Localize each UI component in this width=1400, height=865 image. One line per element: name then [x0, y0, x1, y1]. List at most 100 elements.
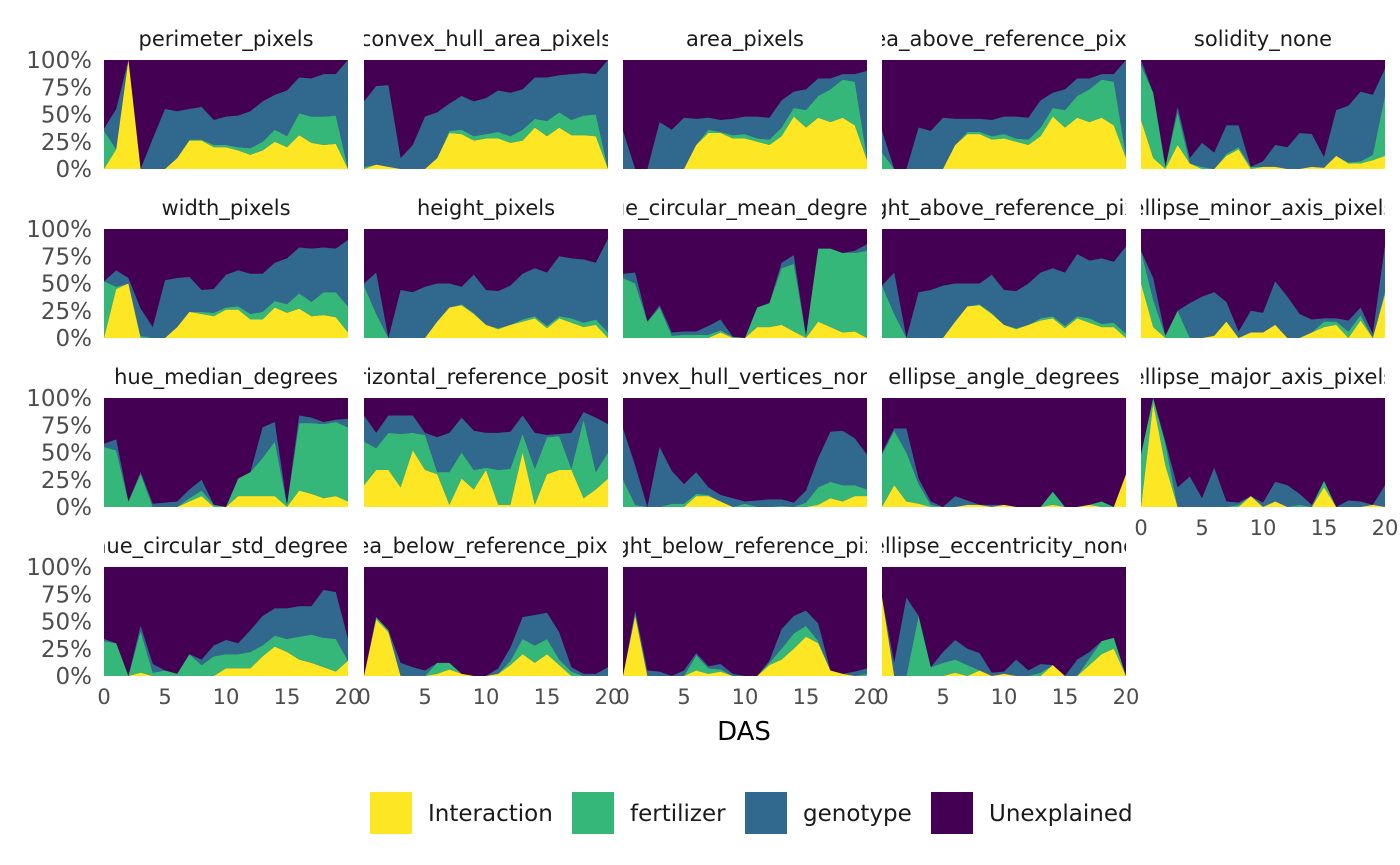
area-genotype	[364, 238, 608, 338]
facet-title: height_above_reference_pixels	[842, 196, 1166, 221]
x-tick-label: 20	[595, 685, 622, 709]
facet-title: ellipse_major_axis_pixels	[1132, 365, 1394, 390]
facet-panel: hue_circular_mean_degrees	[623, 196, 867, 338]
y-tick-label: 0%	[56, 664, 93, 690]
area-genotype	[882, 428, 1126, 507]
area-genotype	[1141, 60, 1385, 169]
area-genotype	[882, 60, 1126, 169]
area-fertilizer	[623, 613, 867, 676]
y-tick-label: 100%	[26, 48, 92, 74]
facet-panel: width_pixels	[104, 196, 348, 338]
y-tick-label: 100%	[26, 555, 92, 581]
x-tick-label: 15	[793, 685, 820, 709]
y-tick-label: 50%	[41, 610, 92, 636]
area-interaction	[104, 283, 348, 338]
area-interaction	[104, 490, 348, 507]
x-tick-label: 5	[1195, 516, 1208, 540]
y-tick-label: 50%	[41, 272, 92, 298]
facet-panel: convex_hull_vertices_none	[605, 365, 886, 507]
area-fertilizer	[882, 430, 1126, 507]
facet-title: ellipse_eccentricity_none	[872, 534, 1136, 559]
area-interaction	[364, 127, 608, 169]
area-interaction	[882, 597, 1126, 676]
x-tick-label: 20	[1372, 516, 1399, 540]
y-tick-label: 100%	[26, 386, 92, 412]
area-interaction	[623, 321, 867, 338]
facet-panel: height_below_reference_pixels	[584, 534, 905, 676]
area-genotype	[364, 612, 608, 676]
x-tick-label: 15	[274, 685, 301, 709]
legend-label: genotype	[803, 801, 912, 827]
x-tick-label: 10	[213, 685, 240, 709]
x-tick-label: 5	[418, 685, 431, 709]
x-tick-label: 15	[1052, 685, 1079, 709]
facet-title: width_pixels	[161, 196, 290, 221]
facet-title: height_pixels	[417, 196, 555, 221]
area-genotype	[104, 589, 348, 676]
area-interaction	[1141, 283, 1385, 338]
area-genotype	[364, 60, 608, 169]
area-interaction	[1141, 119, 1385, 169]
x-tick-label: 10	[473, 685, 500, 709]
facet-title: height_below_reference_pixels	[584, 534, 905, 559]
facet-panel: ellipse_minor_axis_pixels	[1132, 196, 1395, 338]
facet-panel: ellipse_angle_degrees	[882, 365, 1126, 507]
area-fertilizer	[364, 419, 608, 505]
facet-panel: height_above_reference_pixels	[842, 196, 1166, 338]
area-fertilizer	[104, 631, 348, 676]
y-tick-label: 75%	[41, 582, 92, 608]
facet-panel: perimeter_pixels	[104, 27, 348, 169]
area-interaction	[623, 116, 867, 169]
area-fertilizer	[623, 79, 867, 169]
area-interaction	[882, 305, 1126, 338]
area-fertilizer	[104, 421, 348, 507]
area-interaction	[623, 496, 867, 507]
facet-title: hue_median_degrees	[114, 365, 338, 390]
legend-label: fertilizer	[630, 801, 726, 827]
area-fertilizer	[623, 479, 867, 507]
x-tick-label: 5	[158, 685, 171, 709]
area-fertilizer	[882, 79, 1126, 169]
facet-panel: hue_median_degrees	[104, 365, 348, 507]
area-unexplained	[623, 567, 867, 676]
facet-title: convex_hull_vertices_none	[605, 365, 886, 390]
y-tick-label: 75%	[41, 413, 92, 439]
x-tick-label: 15	[1311, 516, 1338, 540]
y-tick-label: 50%	[41, 103, 92, 129]
area-genotype	[104, 239, 348, 338]
x-axis-title: DAS	[717, 717, 771, 747]
facet-panel: ellipse_eccentricity_none	[872, 534, 1136, 676]
legend-label: Interaction	[428, 801, 553, 827]
facet-panel: area_above_reference_pixels	[882, 27, 1126, 169]
facet-panel: ellipse_major_axis_pixels	[1132, 365, 1394, 507]
facet-panel: area_below_reference_pixels	[364, 534, 608, 676]
facet-title: area_pixels	[686, 27, 804, 52]
x-tick-label: 0	[357, 685, 370, 709]
area-fertilizer	[104, 60, 348, 169]
facet-title: horizontal_reference_position	[331, 365, 640, 390]
legend-key-interaction	[370, 792, 412, 834]
legend: Interaction fertilizer genotype Unexplained	[370, 792, 1133, 834]
facet-panel: horizontal_reference_position	[331, 365, 640, 507]
area-interaction	[1141, 403, 1385, 507]
y-tick-label: 0%	[56, 157, 93, 183]
area-genotype	[1141, 245, 1385, 338]
y-tick-label: 75%	[41, 244, 92, 270]
x-tick-label: 20	[854, 685, 881, 709]
facet-panel: height_pixels	[364, 196, 608, 338]
x-tick-label: 0	[875, 685, 888, 709]
area-genotype	[104, 60, 348, 169]
y-tick-label: 50%	[41, 441, 92, 467]
facet-title: ellipse_minor_axis_pixels	[1132, 196, 1395, 221]
facet-title: ellipse_angle_degrees	[888, 365, 1119, 390]
area-genotype	[623, 428, 867, 507]
facet-panel: area_pixels	[623, 27, 867, 169]
x-tick-label: 10	[732, 685, 759, 709]
area-interaction	[104, 646, 348, 676]
x-tick-label: 5	[936, 685, 949, 709]
y-tick-label: 0%	[56, 326, 93, 352]
area-interaction	[623, 616, 867, 676]
area-fertilizer	[364, 112, 608, 169]
area-genotype	[623, 70, 867, 169]
